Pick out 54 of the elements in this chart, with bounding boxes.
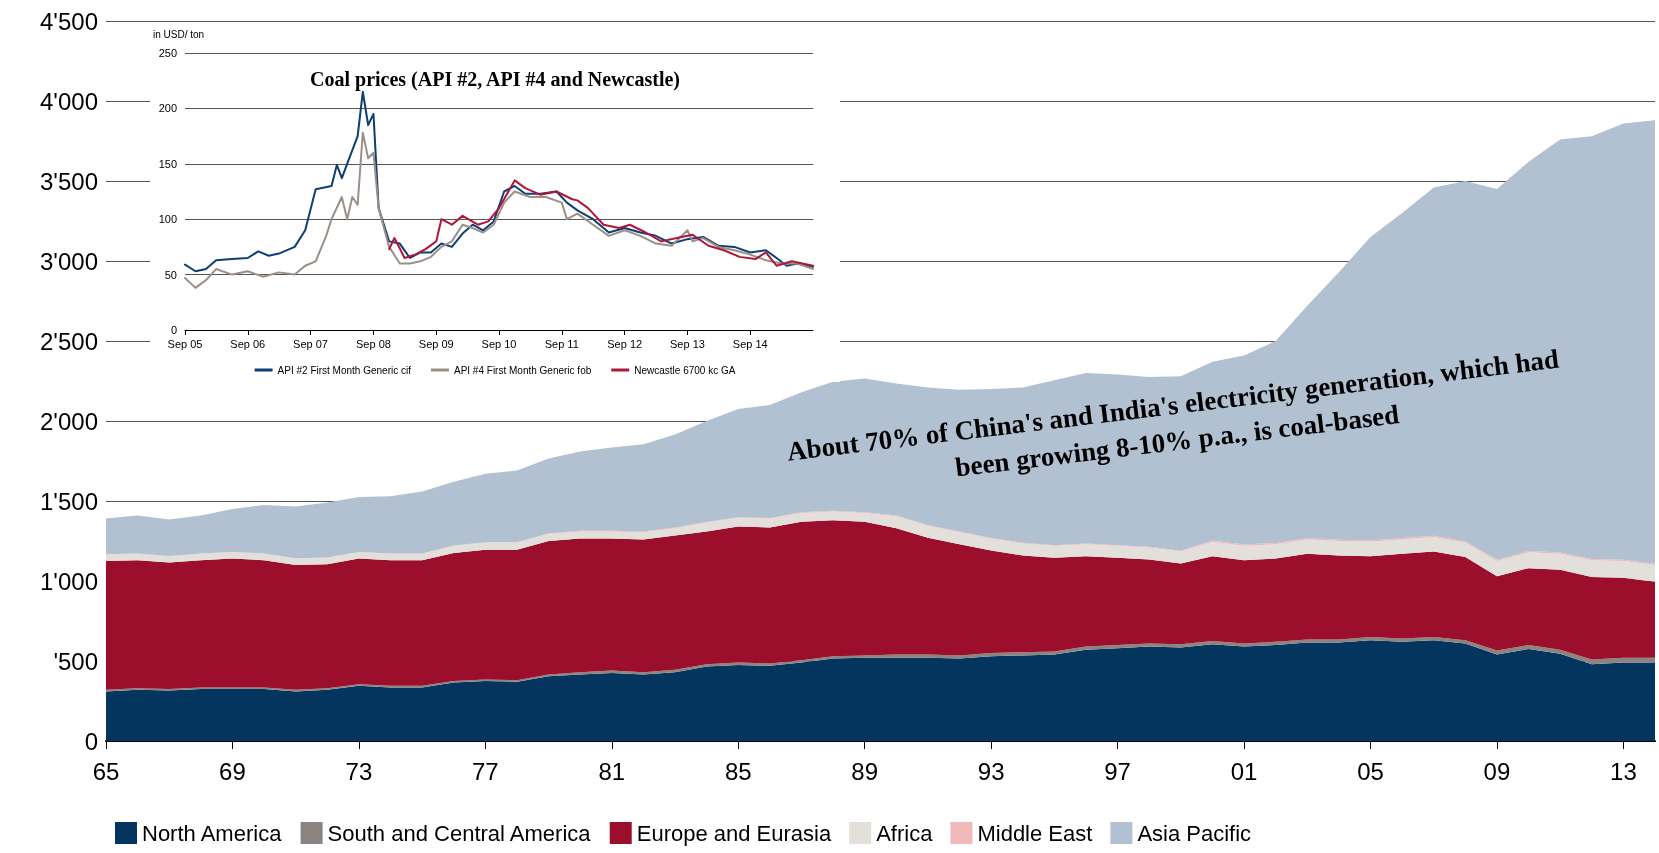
y-tick-label: 50: [164, 268, 177, 281]
x-tick-label: 09: [1483, 757, 1511, 785]
y-tick-label: '500: [53, 647, 98, 675]
text: Coal prices (API #2, API #4 and Newcastle): [310, 68, 680, 91]
y-tick-label: 100: [158, 213, 177, 226]
x-tick-label: 65: [92, 757, 120, 785]
legend-label: API #4 First Month Generic fob: [453, 364, 592, 376]
x-tick-label: Sep 09: [418, 337, 454, 350]
x-tick-label: 89: [851, 757, 879, 785]
y-tick-label: 4'000: [40, 87, 98, 115]
x-tick-label: Sep 13: [670, 337, 705, 350]
x-tick-label: 73: [345, 757, 373, 785]
line-series: [184, 90, 814, 273]
y-axis-title: in USD/ ton: [153, 28, 205, 40]
y-tick-label: 3'500: [40, 167, 98, 195]
x-tick-label: 81: [598, 757, 626, 785]
line-series: [388, 179, 814, 267]
legend-label: Asia Pacific: [1137, 820, 1252, 846]
x-tick-label: Sep 07: [293, 337, 328, 350]
x-tick-label: 85: [724, 757, 752, 785]
y-tick-label: 0: [84, 727, 98, 755]
annotation: About 70% of China's and India's electricity generation, which had been growing 8-10% p.a., is coal-based: [785, 343, 1561, 483]
legend-label: Europe and Eurasia: [636, 820, 832, 846]
y-tick-label: 0: [170, 324, 177, 336]
line-series: [184, 131, 814, 289]
y-tick-label: 2'500: [40, 327, 98, 355]
x-tick-label: 05: [1357, 757, 1384, 785]
x-tick-label: Sep 06: [230, 337, 266, 350]
x-tick-label: 13: [1610, 757, 1637, 785]
legend-label: North America: [142, 820, 283, 846]
x-tick-label: 97: [1104, 757, 1131, 785]
y-tick-label: 1'000: [40, 567, 98, 595]
y-tick-label: 4'500: [40, 7, 98, 35]
x-tick-label: 01: [1230, 757, 1258, 785]
x-tick-label: 77: [472, 757, 499, 785]
x-tick-label: Sep 08: [356, 337, 391, 350]
y-tick-label: 150: [158, 157, 177, 170]
x-tick-label: 69: [219, 757, 246, 785]
y-tick-label: 3'000: [40, 247, 98, 275]
x-tick-label: Sep 05: [167, 337, 203, 350]
y-tick-label: 1'500: [40, 487, 98, 515]
y-tick-label: 200: [158, 102, 177, 115]
legend-label: Newcastle 6700 kc GA: [634, 364, 736, 376]
x-tick-label: Sep 11: [544, 337, 579, 350]
x-tick-label: Sep 12: [607, 337, 643, 350]
y-tick-label: 2'000: [40, 407, 98, 435]
y-tick-label: 250: [158, 47, 177, 59]
x-tick-label: Sep 14: [732, 337, 768, 350]
legend-label: API #2 First Month Generic cif: [277, 364, 412, 376]
x-tick-label: Sep 10: [481, 337, 517, 350]
legend-label: Africa: [876, 820, 934, 846]
x-tick-label: 93: [977, 757, 1005, 785]
legend-label: Middle East: [977, 820, 1093, 846]
legend-label: South and Central America: [327, 820, 592, 846]
